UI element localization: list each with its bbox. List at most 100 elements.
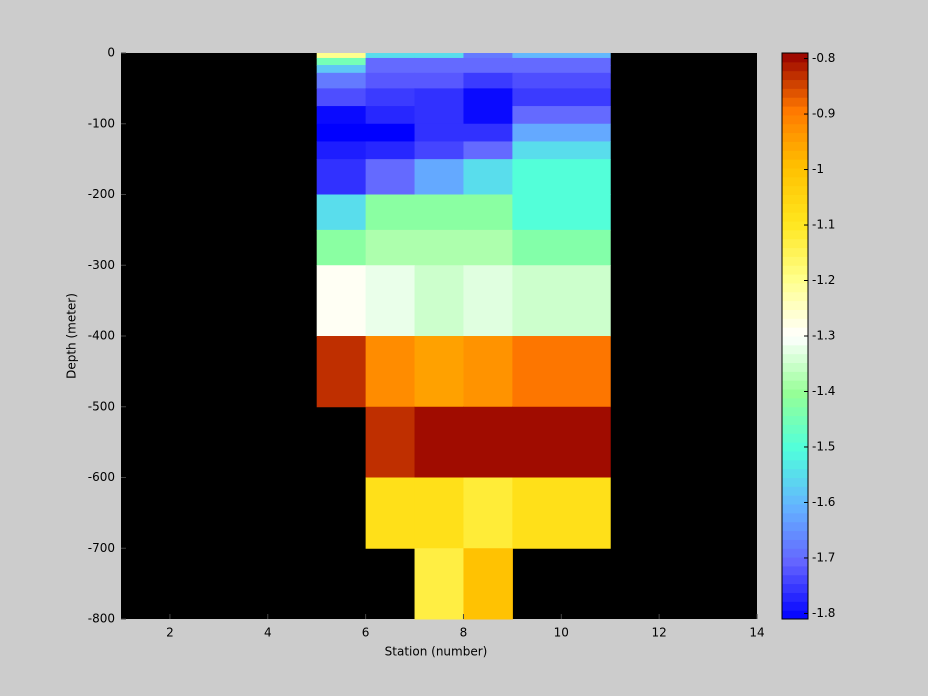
colorbar-tick-label: -0.8 xyxy=(812,51,835,65)
heatmap-cell xyxy=(512,229,611,266)
colorbar-strip xyxy=(782,159,808,169)
heatmap-cell xyxy=(414,265,464,337)
colorbar-strip xyxy=(782,397,808,408)
x-axis-label: Station (number) xyxy=(385,645,488,659)
colorbar-strip xyxy=(782,574,808,585)
colorbar-tick-label: -0.9 xyxy=(812,107,835,121)
heatmap-cell xyxy=(512,194,611,231)
colorbar-strip xyxy=(782,601,808,611)
colorbar-strip xyxy=(782,406,808,417)
colorbar-strip xyxy=(782,88,808,98)
heatmap-cell xyxy=(414,406,464,478)
heatmap-cell xyxy=(316,336,367,408)
heatmap-cell xyxy=(512,406,611,478)
heatmap-cell xyxy=(414,65,464,74)
colorbar-strip xyxy=(782,291,808,302)
x-tick-label: 4 xyxy=(264,626,272,640)
colorbar-strip xyxy=(782,353,808,364)
heatmap-cell xyxy=(316,229,367,266)
heatmap-cell xyxy=(316,194,367,231)
colorbar-strip xyxy=(782,336,808,346)
colorbar-tick-label: -1.1 xyxy=(812,218,835,232)
heatmap-cell xyxy=(463,265,513,337)
colorbar-strip xyxy=(782,521,808,532)
y-tick-label: -200 xyxy=(88,187,115,201)
colorbar-strip xyxy=(782,141,808,151)
colorbar-strip xyxy=(782,274,808,284)
colorbar-strip xyxy=(782,371,808,381)
colorbar-tick-label: -1.7 xyxy=(812,550,835,564)
heatmap-cell xyxy=(316,265,367,337)
heatmap-cell xyxy=(414,141,464,160)
colorbar-strip xyxy=(782,477,808,487)
heatmap-cell xyxy=(414,88,464,107)
heatmap-cell xyxy=(365,72,416,89)
heatmap-cell xyxy=(316,57,367,66)
colorbar-strip xyxy=(782,318,808,328)
colorbar-strip xyxy=(782,79,808,89)
heatmap-cell xyxy=(512,106,611,125)
heatmap-cell xyxy=(463,194,513,231)
heatmap-cell xyxy=(463,336,513,408)
colorbar-strip xyxy=(782,468,808,478)
colorbar-strip xyxy=(782,106,808,116)
heatmap-cell xyxy=(463,548,513,620)
colorbar-strip xyxy=(782,344,808,355)
colorbar-tick-label: -1.5 xyxy=(812,439,835,453)
colorbar-strip xyxy=(782,256,808,266)
x-tick-label: 12 xyxy=(652,626,667,640)
x-tick-label: 8 xyxy=(460,626,468,640)
heatmap-cell xyxy=(512,159,611,195)
colorbar-strip xyxy=(782,486,808,496)
colorbar-strip xyxy=(782,610,808,620)
heatmap-cell xyxy=(316,72,367,89)
y-tick-label: -100 xyxy=(88,116,115,130)
colorbar-strip xyxy=(782,300,808,310)
heatmap-cell xyxy=(463,406,513,478)
x-tick-label: 14 xyxy=(749,626,764,640)
heatmap-cell xyxy=(365,159,416,195)
colorbar-strip xyxy=(782,548,808,558)
heatmap-cell xyxy=(512,123,611,142)
heatmap-cell xyxy=(512,53,611,59)
colorbar-strip xyxy=(782,212,808,222)
x-tick-label: 10 xyxy=(554,626,569,640)
heatmap-cell xyxy=(414,159,464,195)
colorbar-strip xyxy=(782,539,808,549)
colorbar-strip xyxy=(782,530,808,540)
heatmap-cell xyxy=(463,72,513,89)
colorbar-strip xyxy=(782,176,808,187)
heatmap-cell xyxy=(365,88,416,107)
heatmap-cell xyxy=(463,229,513,266)
colorbar-strip xyxy=(782,495,808,505)
heatmap-cell xyxy=(512,65,611,74)
heatmap-cell xyxy=(316,106,367,125)
colorbar-strip xyxy=(782,424,808,434)
heatmap-cell xyxy=(316,65,367,74)
colorbar-tick-label: -1.3 xyxy=(812,329,835,343)
colorbar-strip xyxy=(782,61,808,72)
heatmap-cell xyxy=(414,548,464,620)
heatmap-cell xyxy=(365,65,416,74)
colorbar-strip xyxy=(782,450,808,461)
heatmap-cell xyxy=(365,229,416,266)
y-tick-label: 0 xyxy=(107,46,115,60)
colorbar-strip xyxy=(782,53,808,63)
heatmap-cell xyxy=(463,65,513,74)
heatmap-cell xyxy=(512,336,611,408)
heatmap-cell xyxy=(365,141,416,160)
heatmap-cell xyxy=(316,53,367,59)
heatmap-cell xyxy=(414,53,464,59)
colorbar-strip xyxy=(782,415,808,425)
colorbar-tick-label: -1.8 xyxy=(812,606,835,620)
y-tick-label: -800 xyxy=(88,612,115,626)
colorbar-strip xyxy=(782,265,808,275)
heatmap-cell xyxy=(365,336,416,408)
colorbar-strip xyxy=(782,194,808,204)
colorbar-strip xyxy=(782,433,808,443)
colorbar-strip xyxy=(782,442,808,452)
colorbar-strip xyxy=(782,380,808,390)
colorbar-strip xyxy=(782,203,808,213)
colorbar-tick-label: -1.6 xyxy=(812,495,835,509)
